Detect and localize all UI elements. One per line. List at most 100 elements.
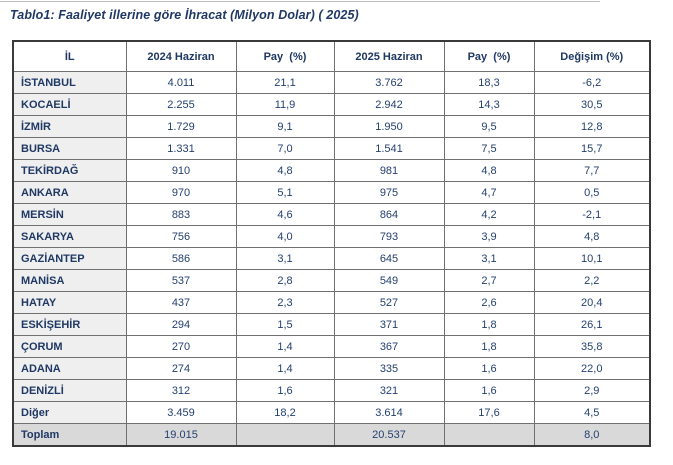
value-cell: 981 bbox=[333, 159, 445, 182]
value-cell: 2.255 bbox=[125, 93, 237, 116]
value-cell: 18,2 bbox=[235, 401, 335, 424]
value-cell: 30,5 bbox=[533, 93, 651, 116]
column-header-4: Pay (%) bbox=[443, 40, 535, 72]
top-divider-line bbox=[0, 1, 600, 2]
column-header-2: Pay (%) bbox=[235, 40, 335, 72]
value-cell: 12,8 bbox=[533, 115, 651, 138]
table-row: HATAY 437 2,3 527 2,6 20,4 bbox=[12, 291, 651, 314]
value-cell: 2,9 bbox=[533, 379, 651, 402]
value-cell: 4,8 bbox=[235, 159, 335, 182]
value-cell: 4,2 bbox=[443, 203, 535, 226]
value-cell: 20.537 bbox=[333, 423, 445, 447]
value-cell: 1.541 bbox=[333, 137, 445, 160]
value-cell: 4,0 bbox=[235, 225, 335, 248]
value-cell: 35,8 bbox=[533, 335, 651, 358]
total-row: Toplam 19.015 20.537 8,0 bbox=[12, 423, 651, 447]
province-label: ESKİŞEHİR bbox=[12, 313, 127, 336]
value-cell: 1.950 bbox=[333, 115, 445, 138]
table-row: İSTANBUL 4.011 21,1 3.762 18,3 -6,2 bbox=[12, 71, 651, 94]
value-cell: 537 bbox=[125, 269, 237, 292]
value-cell: 26,1 bbox=[533, 313, 651, 336]
value-cell: 14,3 bbox=[443, 93, 535, 116]
province-label: Toplam bbox=[12, 423, 127, 447]
value-cell: 7,7 bbox=[533, 159, 651, 182]
value-cell: 1,6 bbox=[235, 379, 335, 402]
value-cell: 9,5 bbox=[443, 115, 535, 138]
value-cell: 4,5 bbox=[533, 401, 651, 424]
value-cell: 321 bbox=[333, 379, 445, 402]
value-cell: 7,5 bbox=[443, 137, 535, 160]
value-cell: 527 bbox=[333, 291, 445, 314]
table-row: BURSA 1.331 7,0 1.541 7,5 15,7 bbox=[12, 137, 651, 160]
value-cell: 1,8 bbox=[443, 335, 535, 358]
province-label: KOCAELİ bbox=[12, 93, 127, 116]
value-cell: 970 bbox=[125, 181, 237, 204]
value-cell: 910 bbox=[125, 159, 237, 182]
province-label: ÇORUM bbox=[12, 335, 127, 358]
value-cell: 3,1 bbox=[443, 247, 535, 270]
value-cell: 1.331 bbox=[125, 137, 237, 160]
value-cell: 4,6 bbox=[235, 203, 335, 226]
value-cell: 2,8 bbox=[235, 269, 335, 292]
value-cell: 864 bbox=[333, 203, 445, 226]
table-row: ESKİŞEHİR 294 1,5 371 1,8 26,1 bbox=[12, 313, 651, 336]
value-cell: 2,6 bbox=[443, 291, 535, 314]
province-label: İSTANBUL bbox=[12, 71, 127, 94]
value-cell: 4,8 bbox=[443, 159, 535, 182]
province-label: DENİZLİ bbox=[12, 379, 127, 402]
province-label: İZMİR bbox=[12, 115, 127, 138]
value-cell: 3.459 bbox=[125, 401, 237, 424]
province-label: GAZİANTEP bbox=[12, 247, 127, 270]
column-header-5: Değişim (%) bbox=[533, 40, 651, 72]
value-cell: 5,1 bbox=[235, 181, 335, 204]
value-cell: 2,2 bbox=[533, 269, 651, 292]
value-cell: 0,5 bbox=[533, 181, 651, 204]
value-cell: 367 bbox=[333, 335, 445, 358]
column-header-3: 2025 Haziran bbox=[333, 40, 445, 72]
value-cell: 335 bbox=[333, 357, 445, 380]
value-cell: 3.762 bbox=[333, 71, 445, 94]
table-row: ANKARA 970 5,1 975 4,7 0,5 bbox=[12, 181, 651, 204]
value-cell: 9,1 bbox=[235, 115, 335, 138]
table-row: DENİZLİ 312 1,6 321 1,6 2,9 bbox=[12, 379, 651, 402]
province-label: Diğer bbox=[12, 401, 127, 424]
value-cell: 11,9 bbox=[235, 93, 335, 116]
header-row: İL 2024 Haziran Pay (%) 2025 Haziran Pay (%)… bbox=[12, 40, 651, 72]
table-row: İZMİR 1.729 9,1 1.950 9,5 12,8 bbox=[12, 115, 651, 138]
value-cell: 4.011 bbox=[125, 71, 237, 94]
value-cell: 1,6 bbox=[443, 357, 535, 380]
table-row: GAZİANTEP 586 3,1 645 3,1 10,1 bbox=[12, 247, 651, 270]
value-cell: 437 bbox=[125, 291, 237, 314]
value-cell: 18,3 bbox=[443, 71, 535, 94]
table-header: İL 2024 Haziran Pay (%) 2025 Haziran Pay (%)… bbox=[12, 40, 651, 72]
table-row: MERSİN 883 4,6 864 4,2 -2,1 bbox=[12, 203, 651, 226]
table-row: SAKARYA 756 4,0 793 3,9 4,8 bbox=[12, 225, 651, 248]
value-cell: -6,2 bbox=[533, 71, 651, 94]
export-by-province-table: İL 2024 Haziran Pay (%) 2025 Haziran Pay (%)… bbox=[12, 40, 651, 447]
table-body: İSTANBUL 4.011 21,1 3.762 18,3 -6,2 KOCAELİ 2.2… bbox=[12, 71, 651, 447]
value-cell: 645 bbox=[333, 247, 445, 270]
province-label: ANKARA bbox=[12, 181, 127, 204]
value-cell: 8,0 bbox=[533, 423, 651, 447]
value-cell: 270 bbox=[125, 335, 237, 358]
table-title: Tablo1: Faaliyet illerine göre İhracat (… bbox=[10, 8, 359, 22]
table-row: Diğer 3.459 18,2 3.614 17,6 4,5 bbox=[12, 401, 651, 424]
value-cell: 15,7 bbox=[533, 137, 651, 160]
value-cell: 20,4 bbox=[533, 291, 651, 314]
value-cell: 2,3 bbox=[235, 291, 335, 314]
value-cell: 1,5 bbox=[235, 313, 335, 336]
value-cell: 19.015 bbox=[125, 423, 237, 447]
value-cell: 1,4 bbox=[235, 357, 335, 380]
column-header-0: İL bbox=[12, 40, 127, 72]
value-cell: 4,8 bbox=[533, 225, 651, 248]
value-cell bbox=[443, 423, 535, 447]
province-label: BURSA bbox=[12, 137, 127, 160]
value-cell: 294 bbox=[125, 313, 237, 336]
value-cell: 549 bbox=[333, 269, 445, 292]
value-cell: 274 bbox=[125, 357, 237, 380]
province-label: HATAY bbox=[12, 291, 127, 314]
value-cell: 17,6 bbox=[443, 401, 535, 424]
value-cell: 3.614 bbox=[333, 401, 445, 424]
value-cell: 21,1 bbox=[235, 71, 335, 94]
